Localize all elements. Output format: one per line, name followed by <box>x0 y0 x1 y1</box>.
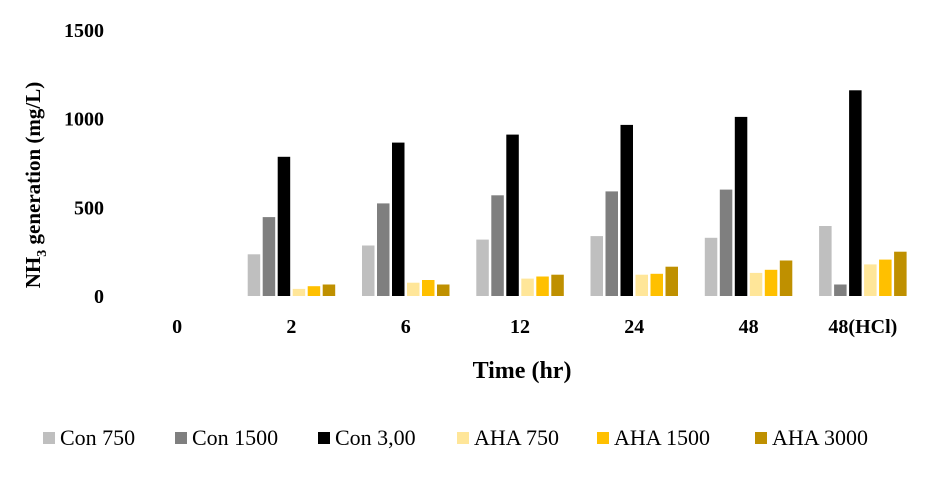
x-tick-label: 2 <box>286 316 296 338</box>
bar-con-750-48hcl <box>819 226 832 296</box>
bar-con-3-00-2 <box>277 156 291 296</box>
bar-con-1500-6 <box>377 203 390 296</box>
legend-swatch <box>457 432 469 444</box>
bar-con-750-48 <box>704 237 718 296</box>
bar-aha-750-6 <box>407 282 420 296</box>
bar-aha-1500-48hcl <box>879 259 892 296</box>
bar-con-3-00-24 <box>620 124 633 297</box>
y-tick-label: 500 <box>74 197 104 219</box>
legend: Con 750 Con 1500 Con 3,00 AHA 750 AHA 1500 AH… <box>43 425 868 450</box>
legend-swatch <box>318 432 330 444</box>
x-tick-label: 6 <box>401 316 411 338</box>
bar-con-3-00-48hcl <box>849 90 862 296</box>
x-tick-label: 0 <box>172 316 182 338</box>
x-tick-label: 12 <box>510 316 530 338</box>
bar-aha-750-12 <box>521 278 534 296</box>
bar-aha-3000-48 <box>779 260 793 296</box>
legend-label: AHA 750 <box>474 425 559 450</box>
bar-con-750-12 <box>476 239 489 296</box>
x-tick-label: 48(HCl) <box>828 316 897 338</box>
bar-aha-750-48 <box>749 272 763 296</box>
legend-swatch <box>597 432 609 444</box>
bar-con-750-24 <box>590 236 603 296</box>
legend-swatch <box>43 432 55 444</box>
legend-swatch <box>755 432 767 444</box>
y-tick-label: 1500 <box>64 20 104 42</box>
legend-label: Con 3,00 <box>335 425 416 450</box>
bar-aha-1500-6 <box>422 280 435 296</box>
bar-aha-750-24 <box>635 274 648 296</box>
legend-swatch <box>175 432 187 444</box>
legend-label: AHA 3000 <box>772 425 868 450</box>
x-tick-label: 24 <box>624 316 644 338</box>
bar-con-1500-48 <box>719 189 733 296</box>
bar-con-1500-24 <box>605 191 618 296</box>
bar-con-750-6 <box>362 245 375 296</box>
bar-con-750-2 <box>247 254 261 296</box>
legend-label: Con 1500 <box>192 425 278 450</box>
x-tick-label: 48 <box>739 316 759 338</box>
bar-aha-1500-12 <box>536 276 549 296</box>
bar-aha-3000-24 <box>665 266 678 296</box>
y-axis-title: NH3 generation (mg/L) <box>21 82 50 288</box>
bar-aha-1500-48 <box>764 269 778 296</box>
x-axis-title: Time (hr) <box>473 358 572 384</box>
bars <box>247 90 907 297</box>
bar-con-1500-2 <box>262 217 276 296</box>
bar-aha-3000-12 <box>551 274 564 296</box>
legend-label: AHA 1500 <box>614 425 710 450</box>
y-tick-label: 0 <box>94 286 104 308</box>
bar-aha-750-48hcl <box>864 264 877 296</box>
bar-aha-1500-2 <box>307 286 321 296</box>
bar-con-3-00-48 <box>734 116 748 297</box>
bar-con-3-00-12 <box>506 134 519 296</box>
bar-aha-3000-48hcl <box>894 251 907 296</box>
bar-con-1500-12 <box>491 195 504 296</box>
x-axis-ticks: 0 2 6 12 24 48 48(HCl) <box>172 316 897 338</box>
y-axis-ticks: 0 500 1000 1500 <box>64 20 104 308</box>
bar-aha-3000-6 <box>437 284 450 296</box>
y-tick-label: 1000 <box>64 109 104 131</box>
bar-aha-3000-2 <box>322 284 336 296</box>
bar-con-1500-48hcl <box>834 284 847 296</box>
bar-aha-1500-24 <box>650 273 663 296</box>
bar-con-3-00-6 <box>392 142 405 296</box>
bar-aha-750-2 <box>292 288 306 296</box>
legend-label: Con 750 <box>60 425 135 450</box>
